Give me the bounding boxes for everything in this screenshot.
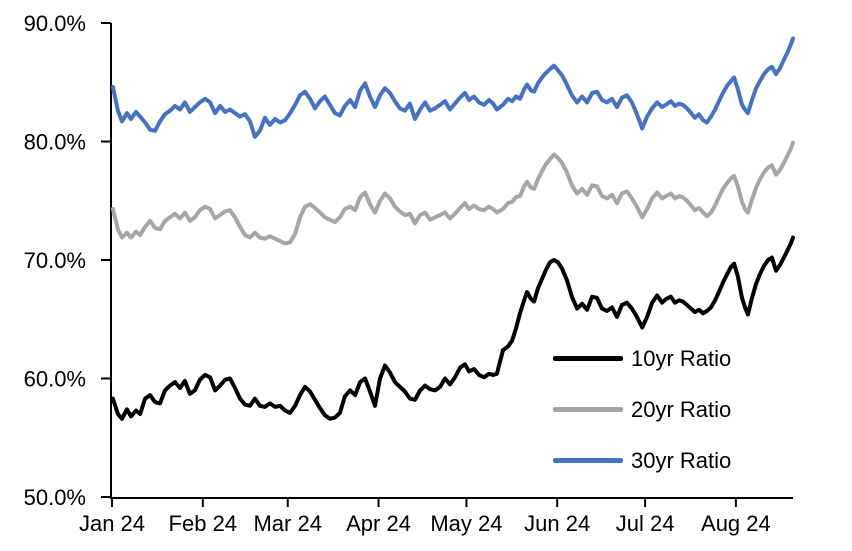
legend-item-10yr: 10yr Ratio	[553, 333, 731, 384]
legend-item-30yr: 30yr Ratio	[553, 435, 731, 486]
legend-label-10yr: 10yr Ratio	[631, 345, 732, 371]
series-line-10yr-ratio	[110, 235, 795, 421]
x-tick-label: Feb 24	[169, 511, 238, 536]
y-tick-label: 60.0%	[24, 367, 86, 392]
chart-legend: 10yr Ratio 20yr Ratio 30yr Ratio	[553, 333, 731, 486]
legend-swatch-20yr	[553, 407, 623, 412]
y-tick-label: 90.0%	[24, 11, 86, 36]
legend-swatch-30yr	[553, 458, 623, 463]
x-tick-label: Aug 24	[701, 511, 771, 536]
x-tick-label: Jan 24	[79, 511, 145, 536]
x-tick-label: Apr 24	[346, 511, 411, 536]
y-tick-label: 70.0%	[24, 248, 86, 273]
legend-label-30yr: 30yr Ratio	[631, 447, 732, 473]
x-tick-label: May 24	[430, 511, 502, 536]
x-tick-label: Mar 24	[253, 511, 321, 536]
x-tick-label: Jul 24	[616, 511, 675, 536]
y-tick-label: 50.0%	[24, 485, 86, 510]
legend-swatch-10yr	[553, 356, 623, 361]
y-tick-label: 80.0%	[24, 130, 86, 155]
series-line-20yr-ratio	[110, 140, 795, 246]
legend-label-20yr: 20yr Ratio	[631, 396, 732, 422]
x-tick-label: Jun 24	[524, 511, 590, 536]
legend-item-20yr: 20yr Ratio	[553, 384, 731, 435]
series-line-30yr-ratio	[110, 36, 795, 139]
